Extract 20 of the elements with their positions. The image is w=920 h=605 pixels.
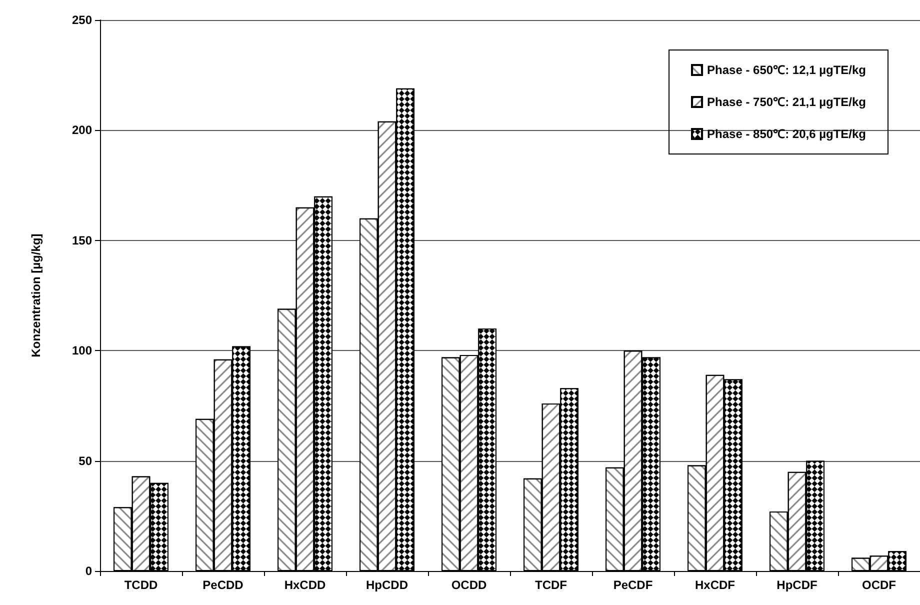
y-tick-label: 50: [78, 454, 92, 468]
x-tick-label: PeCDD: [202, 578, 244, 592]
x-tick-label: OCDD: [451, 578, 487, 592]
x-tick-label: HxCDF: [694, 578, 736, 592]
y-axis-title: Konzentration [µg/kg]: [29, 234, 43, 358]
x-tick-label: HxCDD: [284, 578, 326, 592]
y-tick-label: 250: [72, 13, 92, 27]
y-tick-label: 150: [72, 233, 92, 248]
x-tick-label: TCDD: [124, 578, 158, 592]
x-tick-label: HpCDD: [366, 578, 408, 592]
y-tick-label: 100: [72, 344, 92, 358]
y-tick-label: 0: [85, 564, 92, 578]
x-tick-label: TCDF: [535, 578, 567, 592]
x-tick-label: HpCDF: [776, 578, 818, 592]
legend-label: Phase - 650℃: 12,1 µgTE/kg: [707, 63, 866, 77]
x-tick-label: OCDF: [862, 578, 896, 592]
legend-label: Phase - 850℃: 20,6 µgTE/kg: [707, 127, 866, 141]
y-tick-label: 200: [72, 123, 92, 138]
legend-label: Phase - 750℃: 21,1 µgTE/kg: [707, 95, 866, 109]
x-tick-label: PeCDF: [613, 578, 653, 592]
